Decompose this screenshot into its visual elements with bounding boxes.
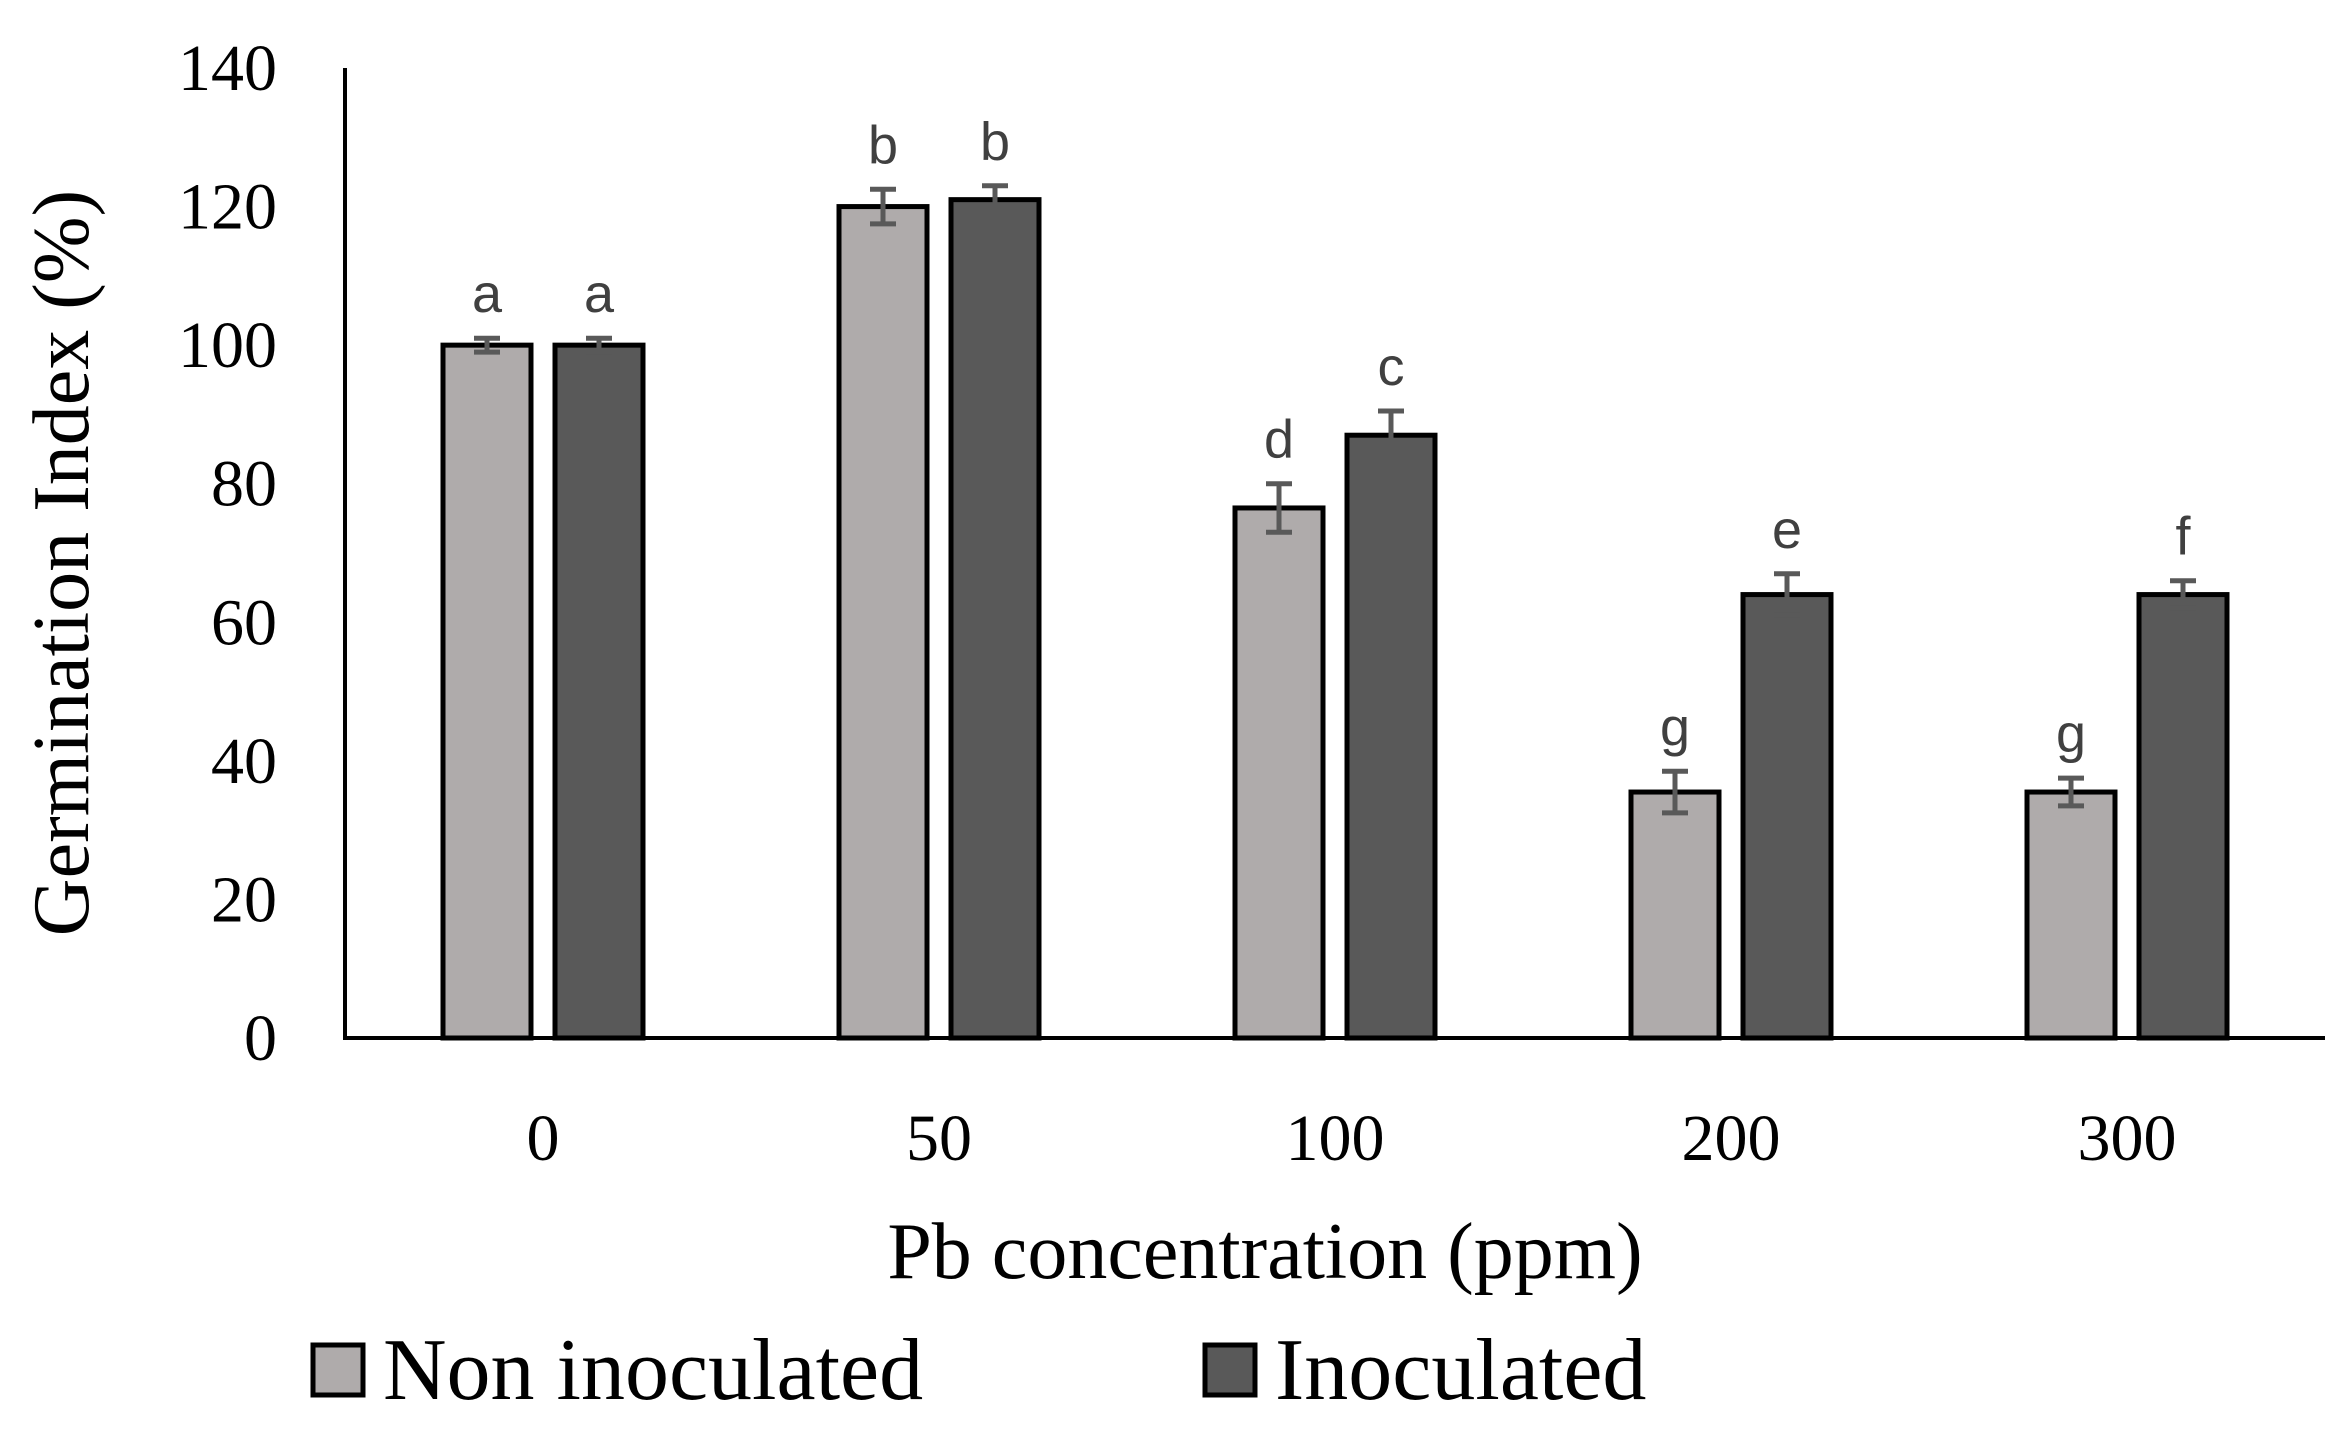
error-bars <box>474 183 2196 816</box>
bar <box>1344 432 1438 1041</box>
significance-label: a <box>584 264 615 324</box>
y-tick-label: 20 <box>211 863 277 936</box>
legend: Non inoculated Inoculated <box>310 1322 1646 1419</box>
significance-labels: a a b b d c g e g f <box>472 112 2192 764</box>
y-tick-label: 100 <box>178 309 277 382</box>
x-axis-title: Pb concentration (ppm) <box>887 1208 1642 1296</box>
significance-label: a <box>472 264 503 324</box>
bars <box>440 197 2230 1041</box>
legend-label: Inoculated <box>1275 1322 1646 1419</box>
bar <box>552 342 646 1041</box>
bar <box>948 197 1042 1041</box>
significance-label: d <box>1264 410 1294 470</box>
y-tick-label: 120 <box>178 171 277 244</box>
bar <box>1740 592 1834 1041</box>
x-tick-label: 100 <box>1286 1102 1385 1175</box>
legend-swatch <box>1202 1342 1258 1398</box>
significance-label: g <box>2056 704 2086 764</box>
bar <box>1628 789 1722 1041</box>
significance-label: e <box>1772 500 1802 560</box>
y-tick-label: 40 <box>211 725 277 798</box>
legend-label: Non inoculated <box>383 1322 923 1419</box>
bar <box>2024 789 2118 1041</box>
y-axis-title: Germination Index (%) <box>18 190 106 936</box>
bar <box>2136 592 2230 1041</box>
significance-label: f <box>2175 507 2191 567</box>
x-tick-label: 50 <box>906 1102 972 1175</box>
bar <box>1232 505 1326 1041</box>
significance-label: c <box>1378 337 1405 397</box>
legend-swatch <box>310 1342 366 1398</box>
significance-label: g <box>1660 697 1690 757</box>
bar <box>440 342 534 1041</box>
y-axis-ticks: 0 20 40 60 80 100 120 140 <box>178 32 277 1075</box>
x-tick-label: 0 <box>527 1102 560 1175</box>
y-tick-label: 140 <box>178 32 277 105</box>
y-tick-label: 0 <box>244 1002 277 1075</box>
x-tick-label: 200 <box>1682 1102 1781 1175</box>
x-tick-label: 300 <box>2078 1102 2177 1175</box>
bar <box>836 204 930 1041</box>
y-tick-label: 60 <box>211 586 277 659</box>
significance-label: b <box>868 115 898 175</box>
y-tick-label: 80 <box>211 448 277 521</box>
significance-label: b <box>980 112 1010 172</box>
x-axis-ticks: 0 50 100 200 300 <box>527 1102 2177 1175</box>
